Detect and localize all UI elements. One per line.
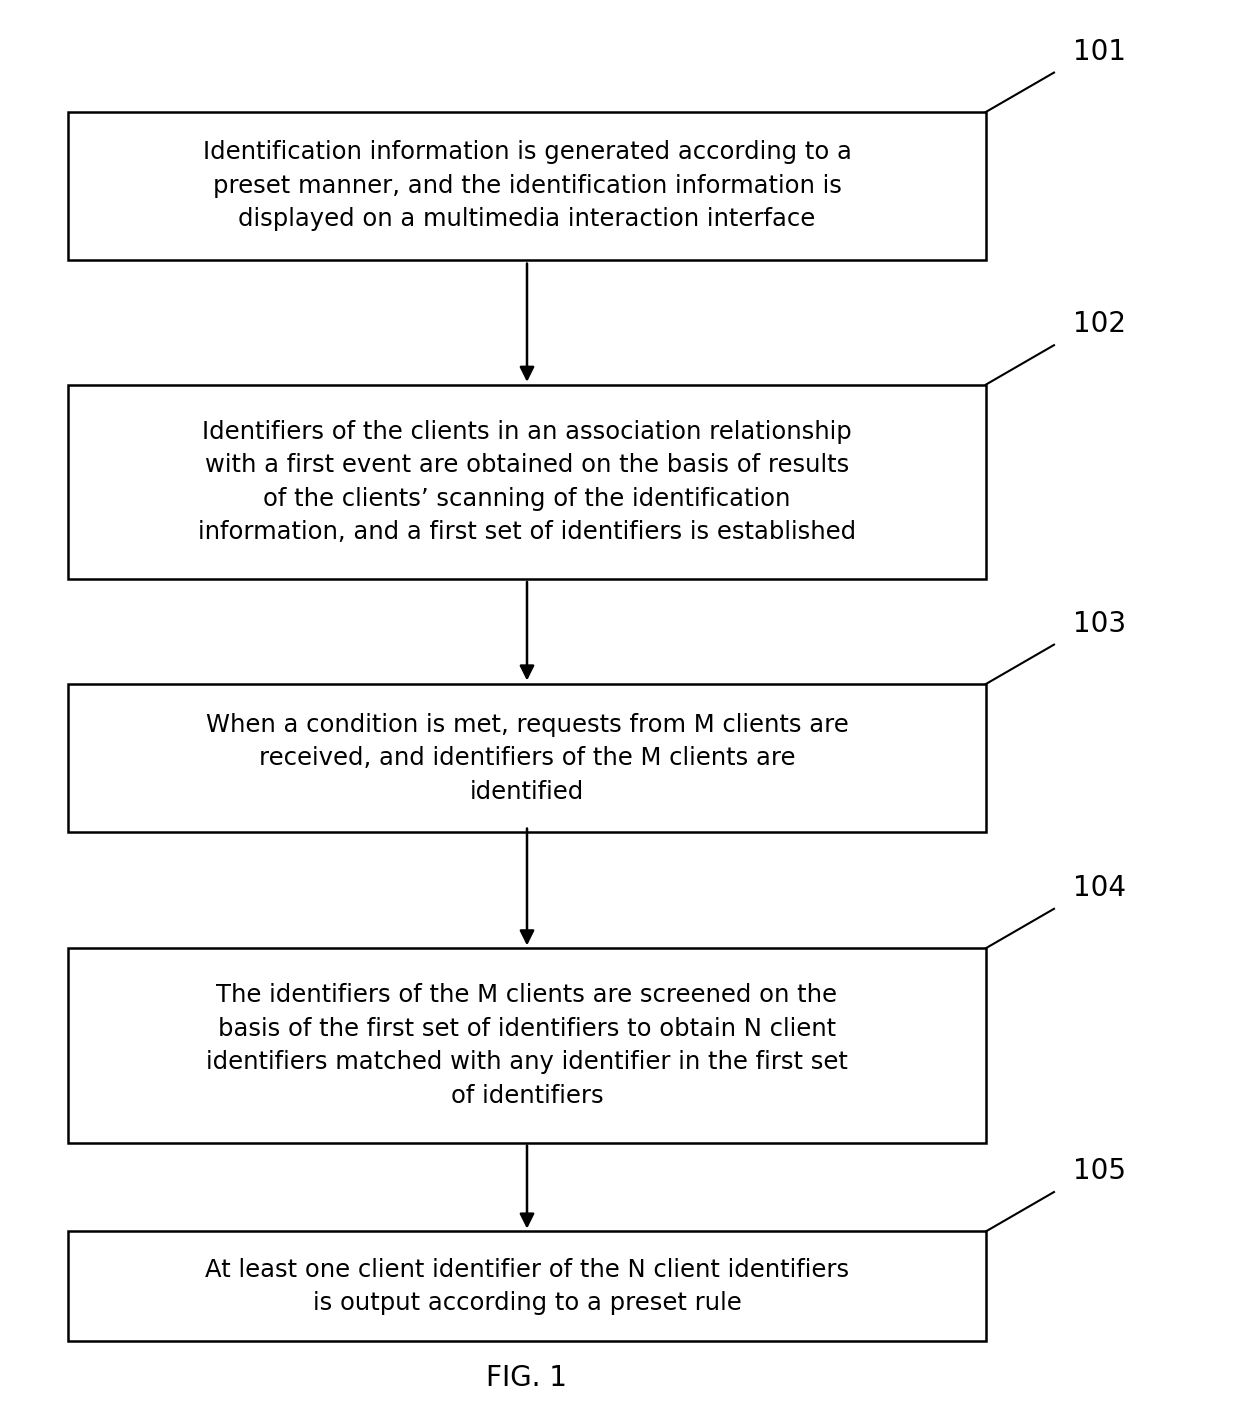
Text: The identifiers of the M clients are screened on the
basis of the first set of i: The identifiers of the M clients are scr… xyxy=(206,983,848,1107)
Text: Identification information is generated according to a
preset manner, and the id: Identification information is generated … xyxy=(202,141,852,231)
Text: 105: 105 xyxy=(1073,1157,1126,1185)
Bar xyxy=(68,1231,986,1341)
Bar xyxy=(68,948,986,1143)
Text: 101: 101 xyxy=(1073,38,1126,66)
Bar xyxy=(68,683,986,831)
Text: FIG. 1: FIG. 1 xyxy=(486,1364,568,1392)
Bar xyxy=(68,113,986,261)
Text: 102: 102 xyxy=(1073,310,1126,338)
Text: At least one client identifier of the N client identifiers
is output according t: At least one client identifier of the N … xyxy=(205,1258,849,1315)
Text: When a condition is met, requests from M clients are
received, and identifiers o: When a condition is met, requests from M… xyxy=(206,713,848,803)
Text: Identifiers of the clients in an association relationship
with a first event are: Identifiers of the clients in an associa… xyxy=(198,420,856,544)
Bar xyxy=(68,385,986,579)
Text: 104: 104 xyxy=(1073,874,1126,902)
Text: 103: 103 xyxy=(1073,610,1126,637)
